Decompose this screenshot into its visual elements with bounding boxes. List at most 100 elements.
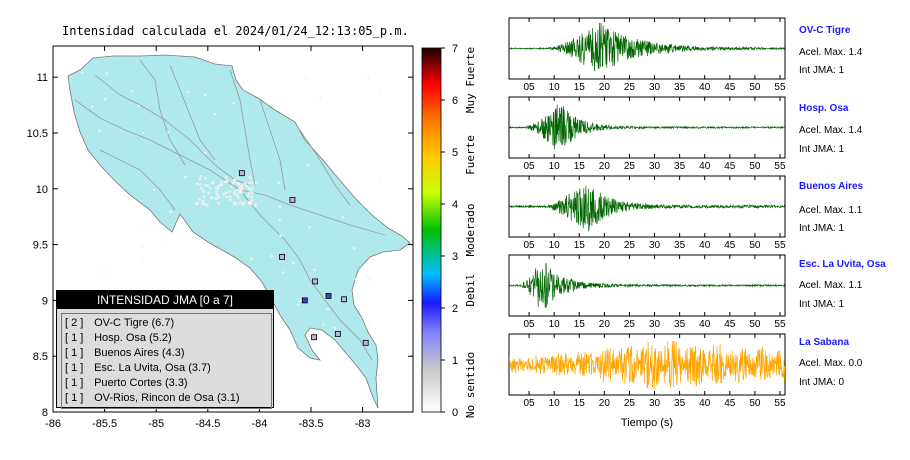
town-dot <box>237 196 240 199</box>
legend-label: OV-C Tigre (6.7) <box>94 317 175 329</box>
station-acel: Acel. Max. 1.4 <box>799 47 863 58</box>
town-dot <box>207 191 211 195</box>
seismogram-panel: 05 10 15 20 25 30 35 40 45 50 55 <box>508 254 786 330</box>
colorbar-category-label: Muy Fuerte <box>464 47 477 113</box>
town-dot <box>378 89 381 92</box>
town-dot <box>187 90 190 93</box>
intensity-point <box>334 330 341 337</box>
map-title: Intensidad calculada el 2024/01/24_12:13… <box>62 24 409 38</box>
town-dot <box>223 180 227 184</box>
town-dot <box>229 198 232 201</box>
seismo-x-tick-label: 45 <box>724 240 736 251</box>
seismo-x-tick-label: 40 <box>699 82 711 93</box>
seismo-x-tick-label: 35 <box>674 319 686 330</box>
station-name: OV-C Tigre <box>799 25 851 36</box>
town-dot <box>367 323 370 326</box>
colorbar-tick-label: 6 <box>452 95 458 107</box>
town-dot <box>137 104 140 107</box>
seismogram-trace <box>508 104 785 150</box>
seismo-x-tick-label: 30 <box>649 161 661 172</box>
legend-count: [ 1 ] <box>65 332 84 344</box>
seismogram-panel: 05 10 15 20 25 30 35 40 45 50 55 <box>508 333 786 409</box>
colorbar-tick-label: 7 <box>452 43 458 55</box>
seismo-x-tick-label: 40 <box>699 319 711 330</box>
legend-item: [ 1 ] OV-Rios, Rincon de Osa (3.1) <box>65 391 271 406</box>
town-dot <box>341 216 344 219</box>
seismo-x-tick-label: 25 <box>624 240 636 251</box>
town-dot <box>245 184 248 188</box>
intensity-point <box>301 297 308 304</box>
town-dot <box>292 261 295 265</box>
seismo-x-tick-label: 25 <box>624 398 636 409</box>
station-name: Esc. La Uvita, Osa <box>799 259 886 270</box>
town-dot <box>322 323 325 326</box>
seismo-x-tick-label: 30 <box>649 319 661 330</box>
seismo-x-tick-label: 35 <box>674 161 686 172</box>
seismo-x-tick-label: 15 <box>574 161 586 172</box>
intensity-point <box>311 334 317 341</box>
town-dot <box>105 72 108 75</box>
town-dot <box>214 190 218 194</box>
intensity-point <box>289 197 296 203</box>
map-x-tick-label: -85 <box>148 418 164 430</box>
town-dot <box>161 238 165 241</box>
town-dot <box>238 187 242 191</box>
map-y-tick-label: 8 <box>42 407 48 419</box>
town-dot <box>225 179 229 183</box>
seismo-x-tick-label: 55 <box>774 161 786 172</box>
town-dot <box>236 194 239 197</box>
seismo-xlabel: Tiempo (s) <box>621 417 673 429</box>
seismo-x-tick-label: 05 <box>524 398 536 409</box>
map-y-ticks: 8 8.5 9 9.5 10 10.5 11 <box>27 72 413 419</box>
map-x-tick-label: -84.5 <box>195 418 220 430</box>
intensity-point <box>238 170 245 177</box>
town-dot <box>224 191 228 195</box>
seismo-x-tick-label: 15 <box>574 398 586 409</box>
seismo-x-tick-label: 15 <box>574 319 586 330</box>
legend-label: Hosp. Osa (5.2) <box>94 332 172 344</box>
colorbar-category-label: Fuerte <box>464 135 477 175</box>
seismo-x-tick-label: 30 <box>649 240 661 251</box>
town-dot <box>368 278 371 281</box>
seismo-x-tick-label: 25 <box>624 82 636 93</box>
map-x-ticks: -86 -85.5 -85 -84.5 -84 -83.5 -83 <box>45 46 371 430</box>
seismo-x-tick-label: 35 <box>674 82 686 93</box>
legend-count: [ 1 ] <box>65 362 84 374</box>
town-dot <box>239 185 242 188</box>
town-dot <box>212 181 215 184</box>
town-dot <box>244 182 247 185</box>
town-dot <box>209 187 212 190</box>
map-y-tick-label: 10 <box>36 184 48 196</box>
station-name: La Sabana <box>799 337 850 348</box>
town-dot <box>254 181 258 185</box>
town-dot <box>198 198 201 201</box>
legend-count: [ 1 ] <box>65 377 84 389</box>
town-dot <box>242 201 246 204</box>
seismogram-trace <box>508 185 786 232</box>
town-dot <box>236 176 240 180</box>
town-dot <box>249 202 253 205</box>
map-x-tick-label: -86 <box>45 418 61 430</box>
town-dot <box>240 183 244 186</box>
town-dot <box>140 245 143 248</box>
town-dot <box>248 191 251 195</box>
town-dot <box>233 202 236 206</box>
town-dot <box>236 189 239 192</box>
town-dot <box>196 202 199 205</box>
legend-count: [ 1 ] <box>65 347 84 359</box>
town-dot <box>203 202 206 206</box>
seismo-x-tick-label: 15 <box>574 240 586 251</box>
seismo-x-tick-label: 05 <box>524 161 536 172</box>
town-dot <box>169 210 172 214</box>
seismo-x-tick-label: 10 <box>549 398 561 409</box>
colorbar-tick-label: 3 <box>452 251 458 263</box>
seismo-x-tick-label: 20 <box>599 319 611 330</box>
map-x-tick-label: -85.5 <box>92 418 117 430</box>
legend-list: [ 2 ] OV-C Tigre (6.7) [ 1 ] Hosp. Osa (… <box>61 313 272 409</box>
town-dot <box>278 218 281 221</box>
town-dot <box>241 203 244 206</box>
town-dots <box>81 71 381 330</box>
legend-label: Buenos Aires (4.3) <box>94 347 185 359</box>
seismo-x-tick-label: 25 <box>624 161 636 172</box>
seismo-x-tick-label: 45 <box>724 161 736 172</box>
